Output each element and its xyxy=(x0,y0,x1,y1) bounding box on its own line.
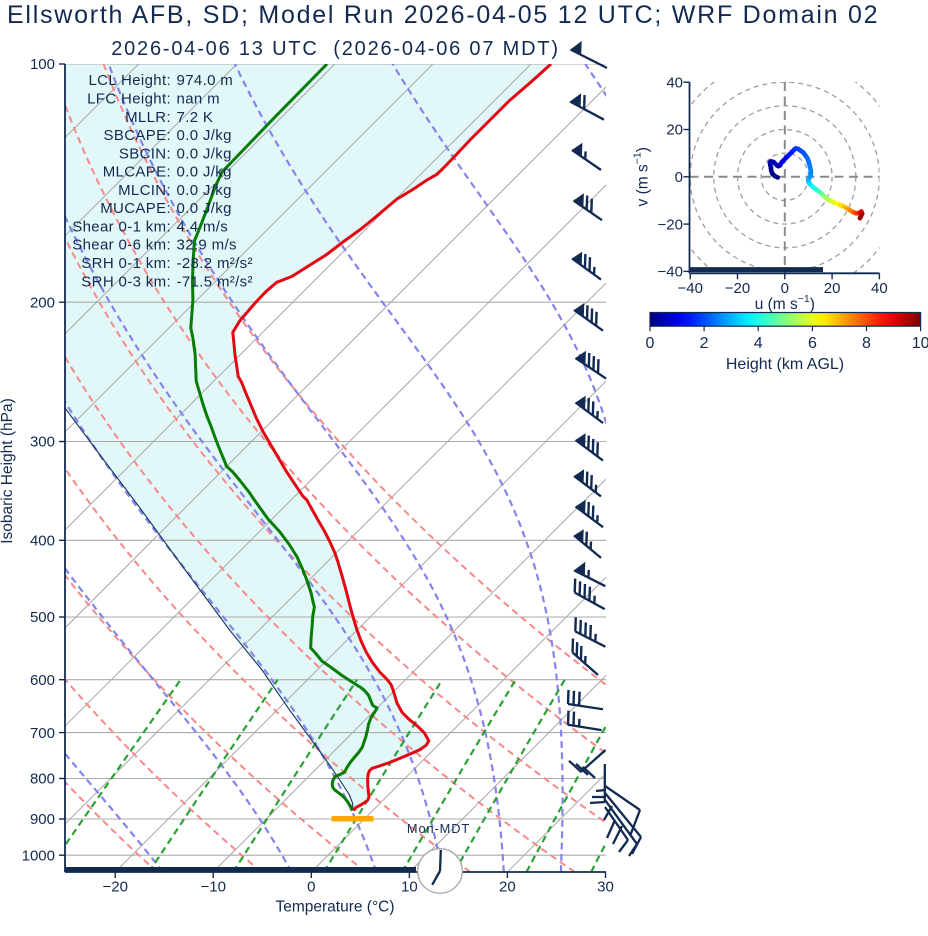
svg-text:100: 100 xyxy=(30,56,55,73)
svg-text:10: 10 xyxy=(401,879,418,896)
svg-text:20: 20 xyxy=(499,879,516,896)
svg-text:600: 600 xyxy=(30,672,55,689)
svg-text:−20: −20 xyxy=(658,216,683,233)
svg-text:40: 40 xyxy=(666,74,683,91)
svg-text:Shear 0-6 km:: Shear 0-6 km: xyxy=(72,237,171,254)
svg-text:Isobaric Height (hPa): Isobaric Height (hPa) xyxy=(0,398,16,544)
svg-text:Height (km AGL): Height (km AGL) xyxy=(726,356,844,373)
svg-text:-71.5 m²/s²: -71.5 m²/s² xyxy=(177,273,253,290)
svg-text:SBCIN:: SBCIN: xyxy=(119,145,171,162)
svg-text:20: 20 xyxy=(824,280,841,297)
svg-text:40: 40 xyxy=(871,280,888,297)
svg-text:Shear 0-1 km:: Shear 0-1 km: xyxy=(72,218,171,235)
svg-text:Mon-MDT: Mon-MDT xyxy=(407,821,470,836)
svg-text:−10: −10 xyxy=(200,879,225,896)
svg-text:800: 800 xyxy=(30,771,55,788)
svg-text:SBCAPE:: SBCAPE: xyxy=(104,127,171,144)
svg-text:−20: −20 xyxy=(725,280,750,297)
svg-text:−40: −40 xyxy=(658,264,683,281)
svg-text:Ellsworth AFB, SD; Model Run 2: Ellsworth AFB, SD; Model Run 2026-04-05 … xyxy=(7,1,879,29)
svg-text:MUCAPE:: MUCAPE: xyxy=(100,200,171,217)
svg-text:Temperature (°C): Temperature (°C) xyxy=(275,899,394,916)
svg-text:974.0 m: 974.0 m xyxy=(177,72,234,89)
svg-text:MLLR:: MLLR: xyxy=(125,109,171,126)
svg-text:LCL Height:: LCL Height: xyxy=(88,72,171,89)
svg-text:2: 2 xyxy=(700,335,709,352)
svg-text:0: 0 xyxy=(307,879,315,896)
svg-text:1000: 1000 xyxy=(22,847,55,864)
svg-text:−20: −20 xyxy=(102,879,127,896)
svg-text:4.4 m/s: 4.4 m/s xyxy=(177,218,229,235)
svg-text:7.2 K: 7.2 K xyxy=(177,109,214,126)
svg-text:SRH 0-1 km:: SRH 0-1 km: xyxy=(81,255,171,272)
svg-text:2026-04-06 13 UTC (2026-04-06: 2026-04-06 13 UTC (2026-04-06 07 MDT) xyxy=(111,38,560,60)
svg-text:0.0 J/kg: 0.0 J/kg xyxy=(177,164,232,181)
svg-text:−40: −40 xyxy=(677,280,702,297)
svg-text:0: 0 xyxy=(781,280,789,297)
svg-text:0.0 J/kg: 0.0 J/kg xyxy=(177,127,232,144)
svg-text:8: 8 xyxy=(862,335,871,352)
svg-text:0: 0 xyxy=(675,169,683,186)
svg-text:-28.2 m²/s²: -28.2 m²/s² xyxy=(177,255,253,272)
svg-text:900: 900 xyxy=(30,811,55,828)
svg-text:20: 20 xyxy=(666,122,683,139)
svg-text:4: 4 xyxy=(754,335,763,352)
svg-text:10: 10 xyxy=(912,335,928,352)
svg-text:SRH 0-3 km:: SRH 0-3 km: xyxy=(81,273,171,290)
svg-text:32.9 m/s: 32.9 m/s xyxy=(177,237,237,254)
svg-text:nan m: nan m xyxy=(177,91,220,108)
svg-text:700: 700 xyxy=(30,725,55,742)
svg-text:0.0 J/kg: 0.0 J/kg xyxy=(177,200,232,217)
svg-text:400: 400 xyxy=(30,533,55,550)
svg-text:6: 6 xyxy=(808,335,817,352)
svg-text:300: 300 xyxy=(30,434,55,451)
svg-text:0.0 J/kg: 0.0 J/kg xyxy=(177,182,232,199)
svg-text:500: 500 xyxy=(30,609,55,626)
svg-text:0.0 J/kg: 0.0 J/kg xyxy=(177,145,232,162)
svg-text:30: 30 xyxy=(597,879,614,896)
svg-text:MLCAPE:: MLCAPE: xyxy=(103,164,171,181)
svg-text:200: 200 xyxy=(30,294,55,311)
svg-text:LFC Height:: LFC Height: xyxy=(87,91,171,108)
svg-text:MLCIN:: MLCIN: xyxy=(118,182,171,199)
svg-text:0: 0 xyxy=(646,335,655,352)
